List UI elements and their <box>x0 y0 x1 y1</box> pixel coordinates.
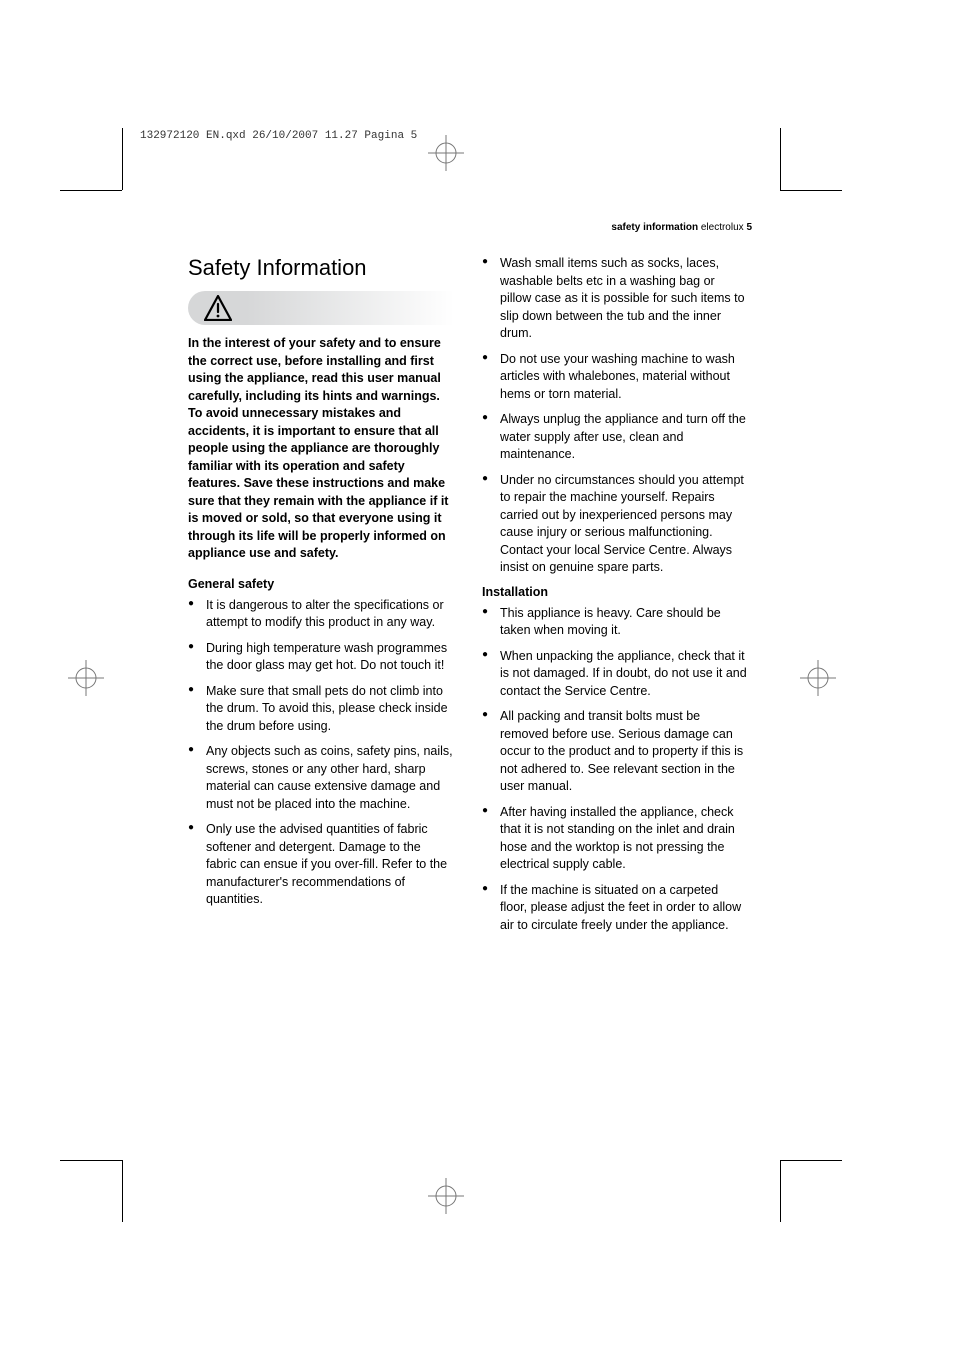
running-header-brand: electrolux <box>698 222 746 233</box>
list-item: It is dangerous to alter the specificati… <box>188 597 454 632</box>
list-item: Any objects such as coins, safety pins, … <box>188 743 454 813</box>
intro-paragraph: In the interest of your safety and to en… <box>188 335 454 563</box>
warning-triangle-icon <box>204 295 232 321</box>
print-header-line: 132972120 EN.qxd 26/10/2007 11.27 Pagina… <box>140 130 417 142</box>
general-safety-heading: General safety <box>188 577 454 591</box>
installation-list: This appliance is heavy. Care should be … <box>482 605 748 935</box>
general-safety-list: It is dangerous to alter the specificati… <box>188 597 454 909</box>
running-header-section: safety information <box>611 222 698 233</box>
list-item: After having installed the appliance, ch… <box>482 804 748 874</box>
list-item: All packing and transit bolts must be re… <box>482 708 748 796</box>
registration-mark-top-icon <box>428 135 464 171</box>
right-column: Wash small items such as socks, laces, w… <box>482 255 748 942</box>
page-title: Safety Information <box>188 255 454 281</box>
right-top-list: Wash small items such as socks, laces, w… <box>482 255 748 577</box>
list-item: When unpacking the appliance, check that… <box>482 648 748 701</box>
registration-mark-left-icon <box>68 660 104 696</box>
crop-mark <box>780 1160 781 1222</box>
list-item: Wash small items such as socks, laces, w… <box>482 255 748 343</box>
crop-mark <box>780 1160 842 1161</box>
crop-mark <box>780 190 842 191</box>
list-item: Under no circumstances should you attemp… <box>482 472 748 577</box>
crop-mark <box>122 128 123 190</box>
list-item: Always unplug the appliance and turn off… <box>482 411 748 464</box>
installation-heading: Installation <box>482 585 748 599</box>
list-item: If the machine is situated on a carpeted… <box>482 882 748 935</box>
list-item: This appliance is heavy. Care should be … <box>482 605 748 640</box>
list-item: During high temperature wash programmes … <box>188 640 454 675</box>
registration-mark-bottom-icon <box>428 1178 464 1214</box>
crop-mark <box>60 190 122 191</box>
registration-mark-right-icon <box>800 660 836 696</box>
crop-mark <box>122 1160 123 1222</box>
warning-band <box>188 291 454 325</box>
list-item: Only use the advised quantities of fabri… <box>188 821 454 909</box>
crop-mark <box>780 128 781 190</box>
running-header-page-num: 5 <box>746 222 752 233</box>
content-area: Safety Information In the interest of yo… <box>188 255 748 942</box>
running-header: safety information electrolux 5 <box>611 222 752 233</box>
left-column: Safety Information In the interest of yo… <box>188 255 454 942</box>
list-item: Do not use your washing machine to wash … <box>482 351 748 404</box>
list-item: Make sure that small pets do not climb i… <box>188 683 454 736</box>
crop-mark <box>60 1160 122 1161</box>
